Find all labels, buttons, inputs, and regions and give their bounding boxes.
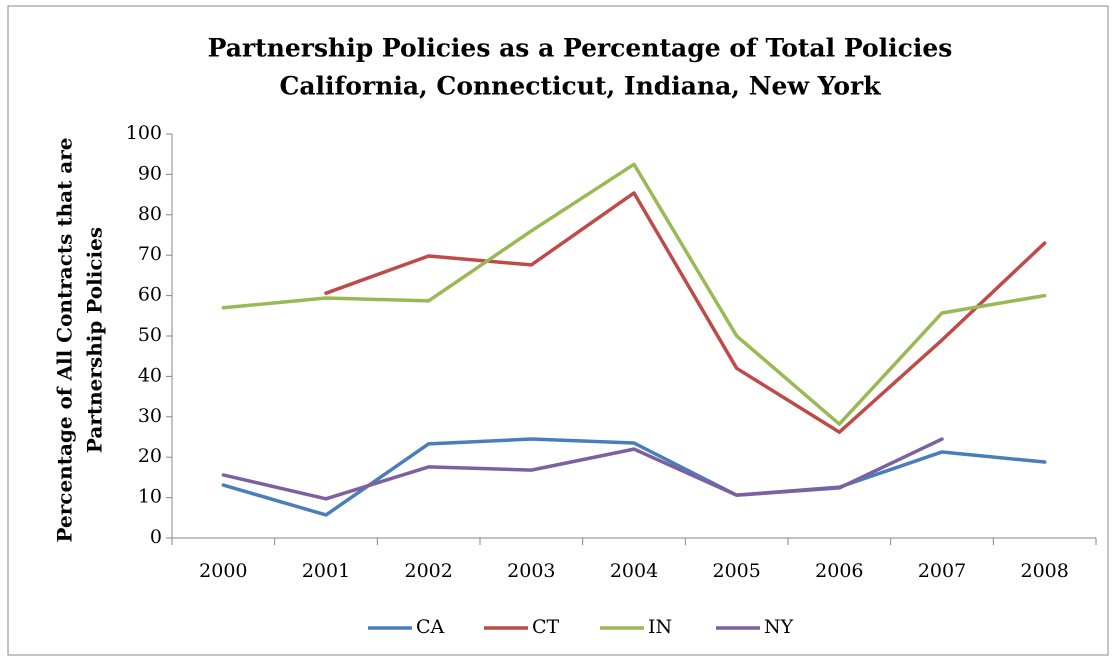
x-tick-label: 2001	[302, 560, 350, 582]
legend-label: IN	[648, 616, 672, 638]
x-tick-label: 2003	[507, 560, 555, 582]
y-tick-label: 80	[138, 203, 162, 225]
legend-label: CT	[532, 616, 560, 638]
legend-label: NY	[764, 616, 794, 638]
x-tick-label: 2007	[918, 560, 966, 582]
y-tick-label: 40	[138, 364, 162, 386]
y-tick-label: 70	[138, 243, 162, 265]
y-tick-label: 50	[138, 324, 162, 346]
x-tick-label: 2002	[404, 560, 452, 582]
y-tick-label: 0	[150, 526, 162, 548]
chart-border	[7, 5, 1109, 656]
x-tick-label: 2004	[610, 560, 658, 582]
x-tick-label: 2005	[712, 560, 760, 582]
y-tick-label: 100	[126, 122, 162, 144]
y-tick-label: 90	[138, 162, 162, 184]
x-tick-label: 2008	[1020, 560, 1068, 582]
chart-title: California, Connecticut, Indiana, New Yo…	[279, 72, 881, 101]
line-series	[221, 162, 1047, 426]
y-axis-label: Percentage of All Contracts that are	[53, 138, 77, 543]
y-tick-label: 30	[138, 405, 162, 427]
line-series	[221, 437, 1047, 517]
legend-label: CA	[416, 616, 445, 638]
line-series	[324, 191, 1047, 434]
y-tick-label: 10	[138, 486, 162, 508]
chart-title: Partnership Policies as a Percentage of …	[208, 34, 953, 63]
line-series	[221, 437, 944, 501]
y-tick-label: 20	[138, 445, 162, 467]
x-tick-label: 2006	[815, 560, 863, 582]
x-tick-label: 2000	[199, 560, 247, 582]
y-axis-label: Partnership Policies	[83, 227, 107, 453]
y-tick-label: 60	[138, 284, 162, 306]
